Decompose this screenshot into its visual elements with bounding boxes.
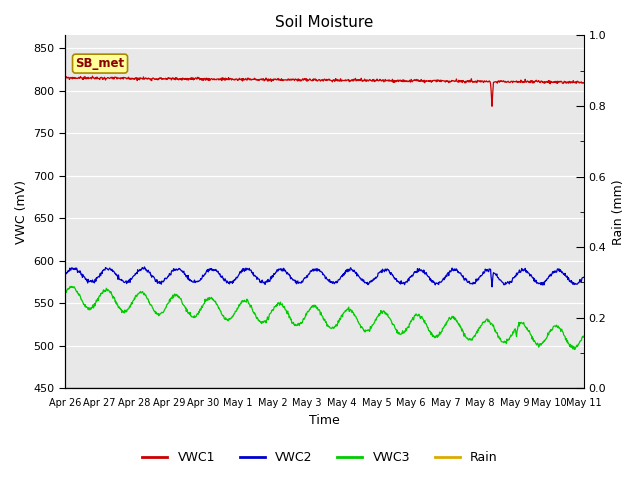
Y-axis label: VWC (mV): VWC (mV)	[15, 180, 28, 244]
VWC1	[580, 80, 588, 86]
VWC2	[199, 273, 207, 279]
VWC3	[61, 291, 69, 297]
VWC2	[255, 276, 262, 282]
VWC3	[436, 331, 444, 337]
VWC1	[199, 76, 207, 82]
VWC1	[436, 77, 444, 83]
VWC1	[547, 79, 555, 85]
Rain	[547, 385, 554, 391]
VWC2	[436, 279, 444, 285]
Rain	[129, 385, 137, 391]
Rain	[580, 385, 588, 391]
VWC3	[199, 302, 207, 308]
Line: VWC2: VWC2	[65, 267, 584, 287]
VWC3	[571, 347, 579, 352]
VWC1	[129, 76, 137, 82]
VWC1	[89, 73, 97, 79]
VWC1	[330, 77, 337, 83]
VWC2	[488, 284, 496, 290]
VWC1	[488, 103, 496, 109]
Legend: VWC1, VWC2, VWC3, Rain: VWC1, VWC2, VWC3, Rain	[138, 446, 502, 469]
Line: VWC3: VWC3	[65, 287, 584, 349]
VWC2	[330, 279, 337, 285]
Rain	[61, 385, 69, 391]
VWC3	[129, 298, 137, 303]
VWC1	[255, 76, 262, 82]
X-axis label: Time: Time	[309, 414, 340, 427]
Title: Soil Moisture: Soil Moisture	[275, 15, 374, 30]
VWC2	[547, 273, 555, 279]
Rain	[199, 385, 207, 391]
VWC3	[580, 334, 588, 340]
VWC2	[580, 275, 588, 280]
Y-axis label: Rain (mm): Rain (mm)	[612, 179, 625, 245]
VWC2	[141, 264, 148, 270]
Rain	[436, 385, 444, 391]
VWC3	[330, 324, 337, 330]
VWC1	[61, 75, 69, 81]
VWC3	[255, 318, 262, 324]
Text: SB_met: SB_met	[76, 57, 125, 70]
VWC3	[547, 327, 554, 333]
VWC3	[68, 284, 76, 289]
Line: VWC1: VWC1	[65, 76, 584, 106]
VWC2	[129, 274, 137, 280]
Rain	[329, 385, 337, 391]
VWC2	[61, 274, 69, 279]
Rain	[254, 385, 262, 391]
